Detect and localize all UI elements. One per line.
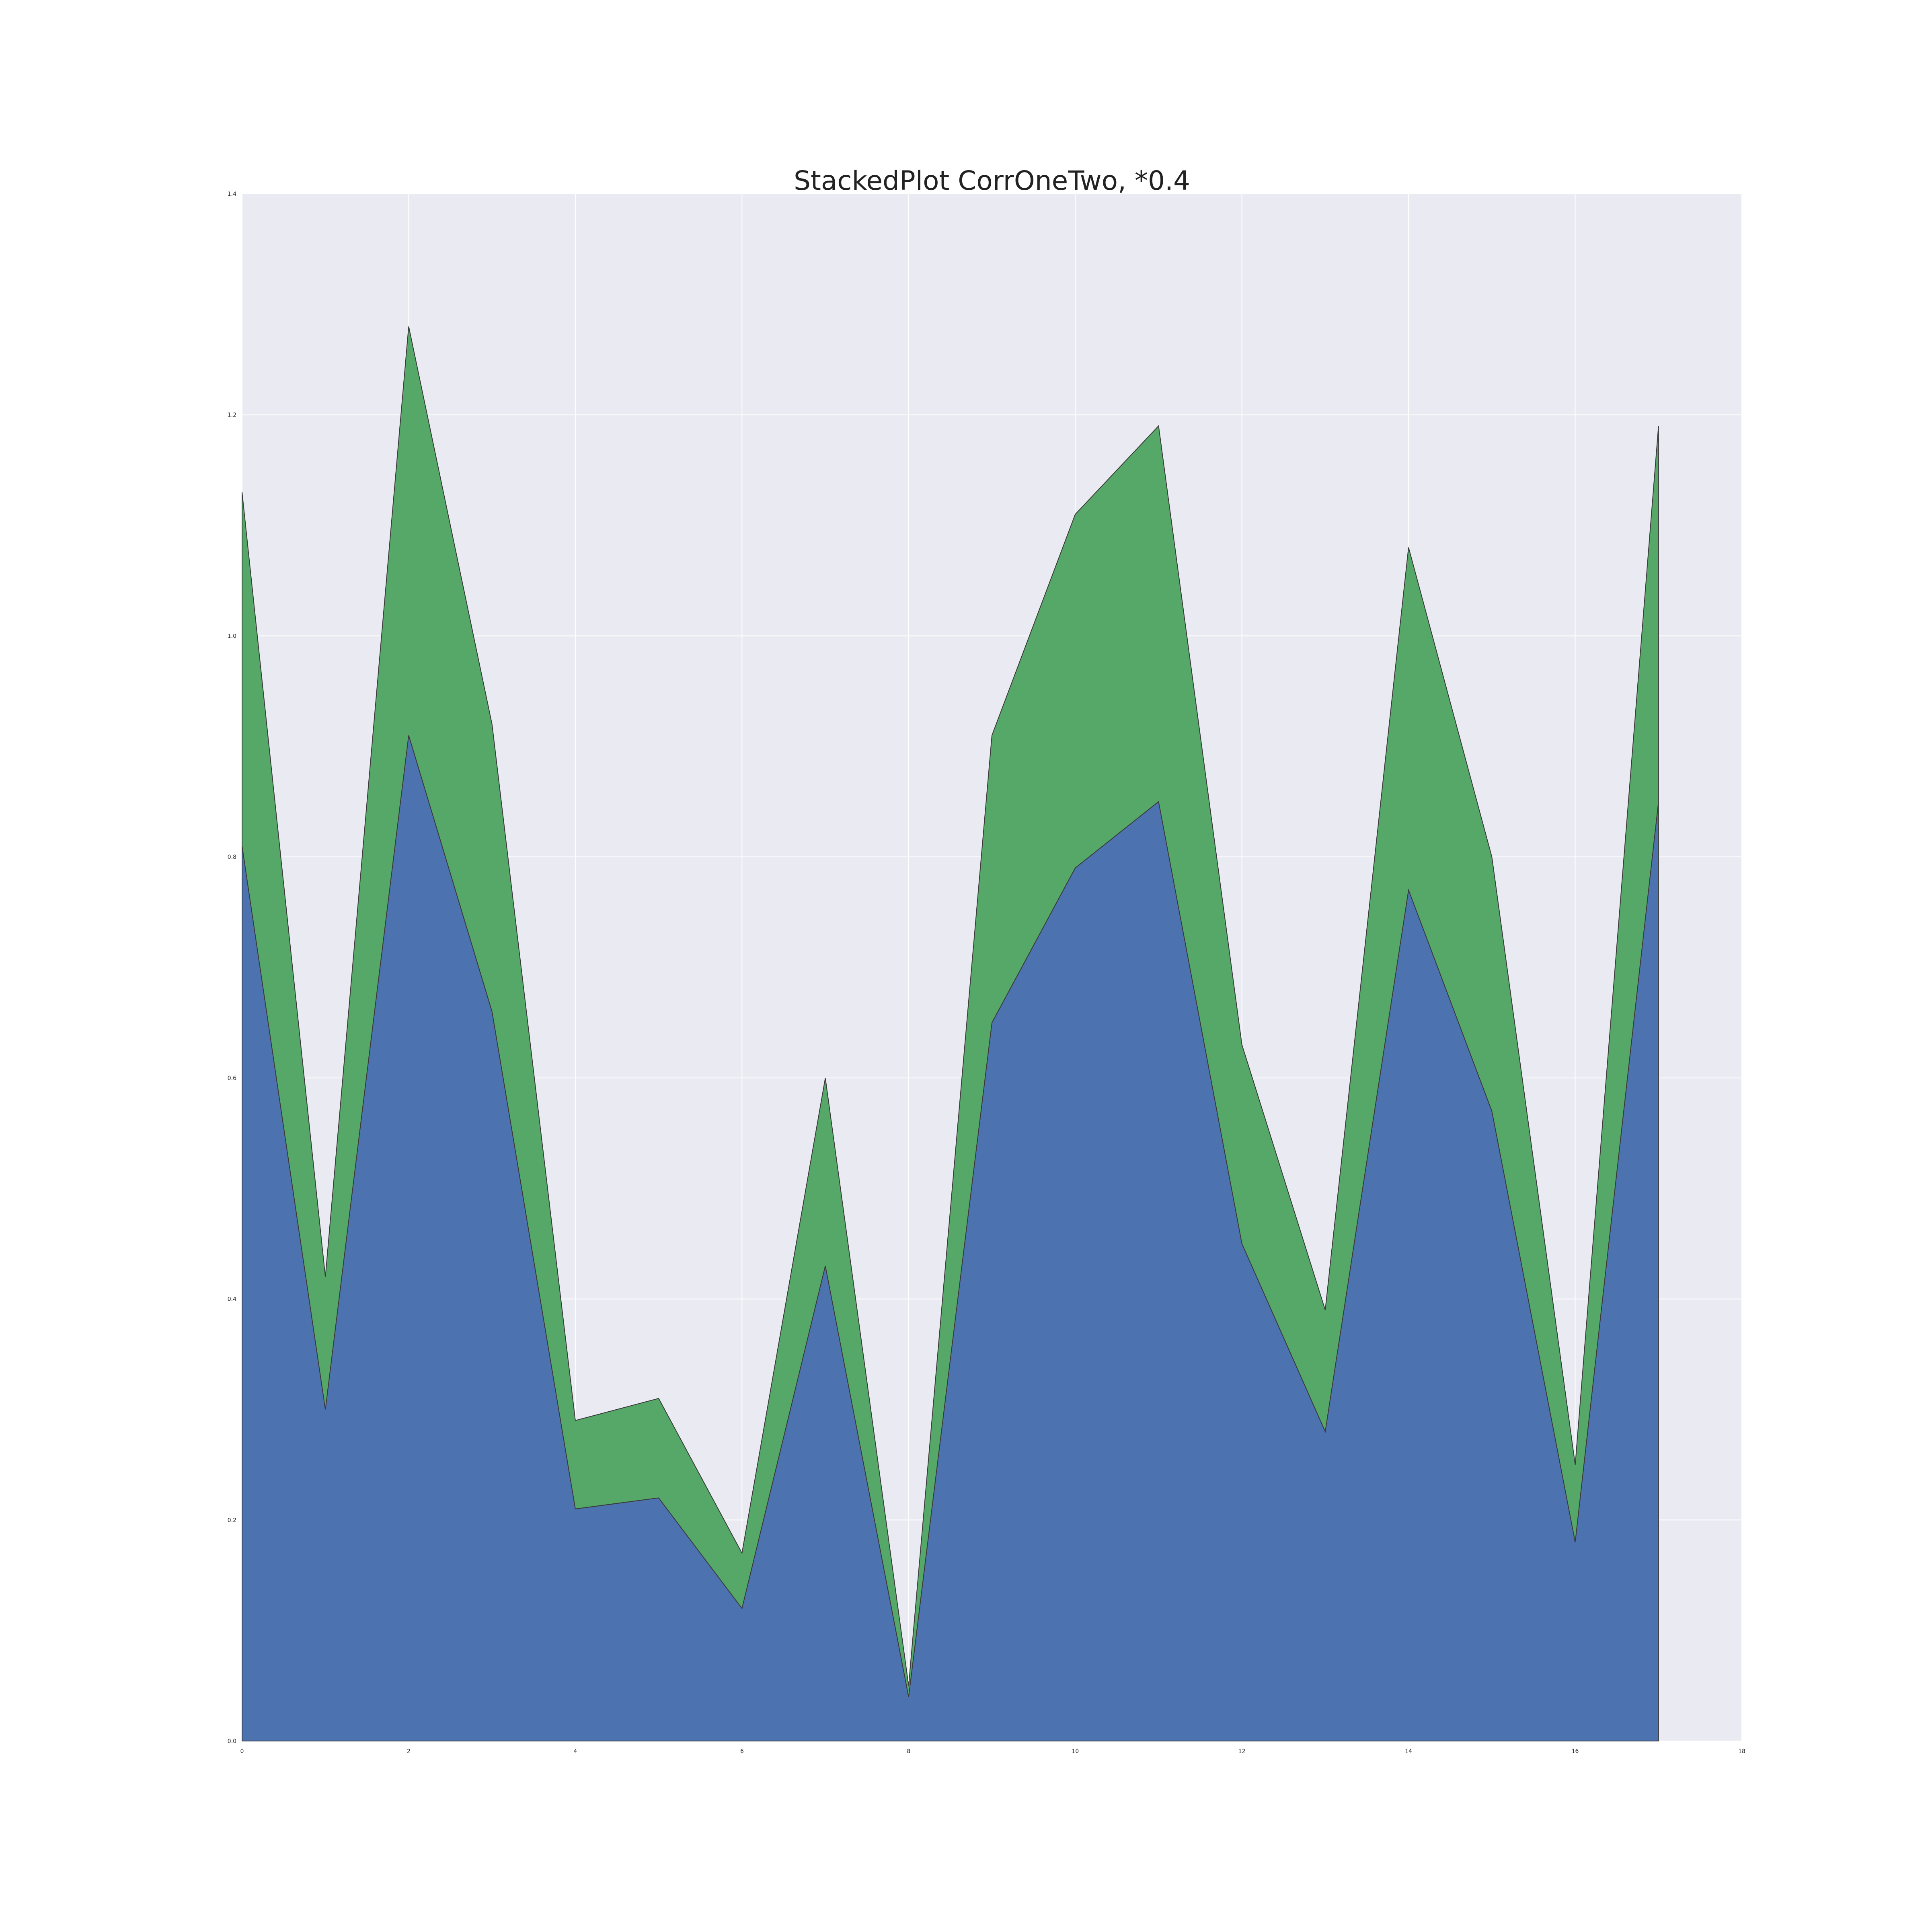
x-tick-label: 16 — [1572, 1748, 1579, 1755]
chart-title: StackedPlot CorrOneTwo, *0.4 — [794, 165, 1190, 196]
y-tick-label: 1.0 — [228, 633, 236, 639]
areas — [242, 326, 1659, 1741]
x-tick-label: 8 — [907, 1748, 910, 1755]
y-tick-label: 0.0 — [228, 1738, 236, 1745]
y-tick-label: 0.6 — [228, 1075, 236, 1082]
y-tick-label: 0.8 — [228, 854, 236, 860]
x-tick-label: 0 — [240, 1748, 244, 1755]
x-tick-label: 12 — [1238, 1748, 1246, 1755]
y-tick-label: 0.4 — [228, 1296, 236, 1303]
x-tick-label: 2 — [407, 1748, 411, 1755]
area-series-2 — [242, 326, 1659, 1697]
x-tick-label: 10 — [1072, 1748, 1079, 1755]
y-tick-label: 1.4 — [228, 191, 236, 197]
y-tick-label: 0.2 — [228, 1517, 236, 1523]
x-tick-label: 18 — [1738, 1748, 1745, 1755]
tick-labels: 0 2 4 6 8 10 12 14 16 18 0.0 0.2 0.4 0.6 0.8 1.0 1.2 1.4 — [228, 191, 1745, 1755]
x-tick-label: 6 — [740, 1748, 744, 1755]
y-tick-label: 1.2 — [228, 412, 236, 419]
x-tick-label: 4 — [573, 1748, 577, 1755]
x-tick-label: 14 — [1405, 1748, 1412, 1755]
